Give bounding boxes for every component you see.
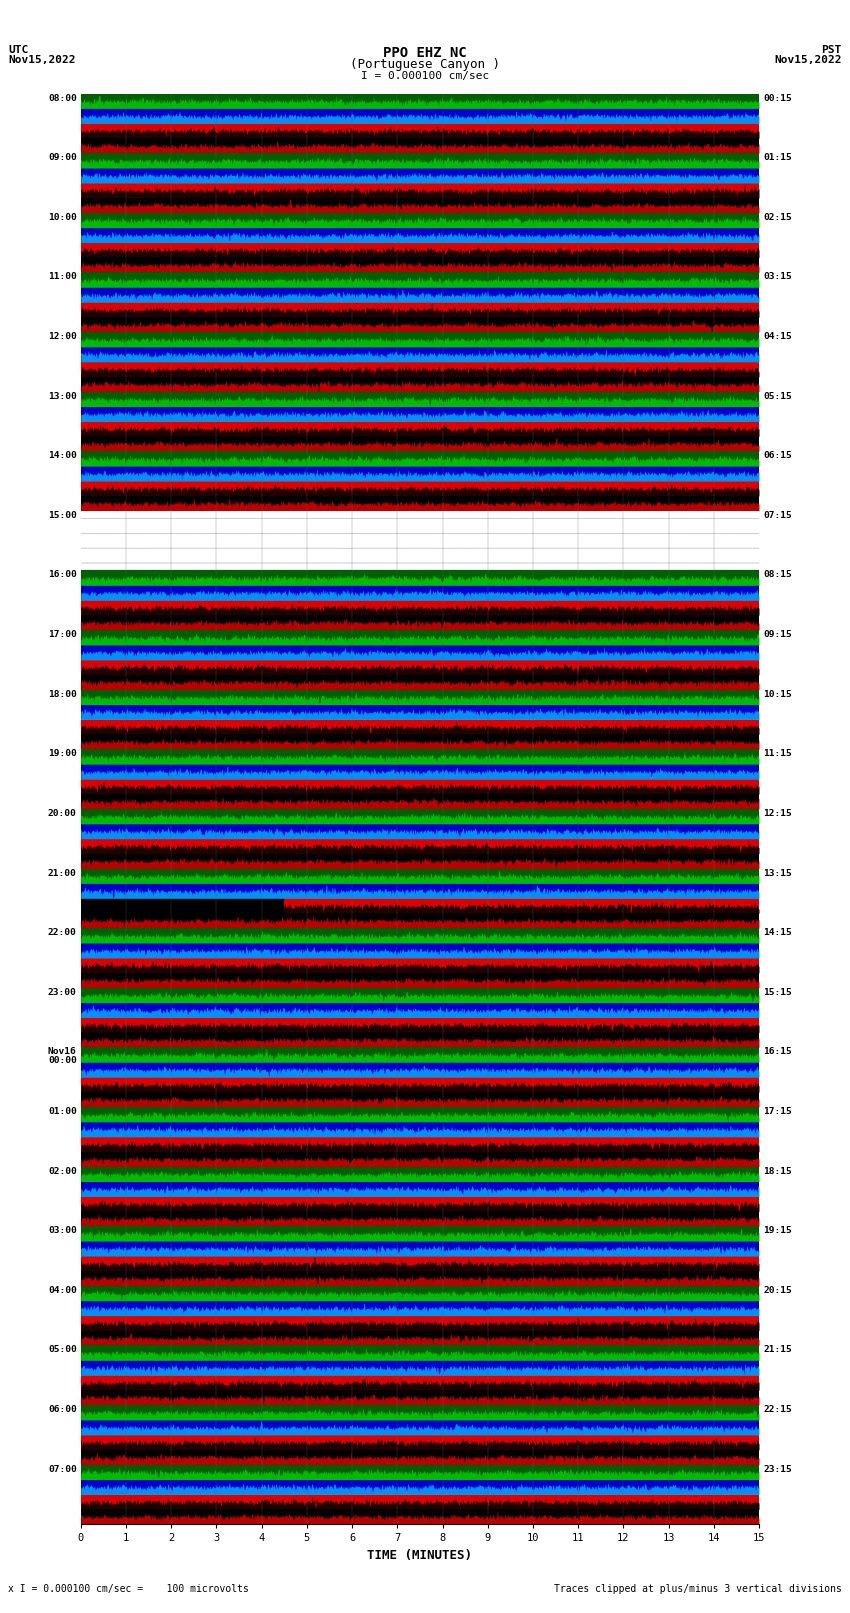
Text: 18:15: 18:15 [763,1166,792,1176]
Text: 14:15: 14:15 [763,927,792,937]
Text: 13:15: 13:15 [763,868,792,877]
Text: 19:15: 19:15 [763,1226,792,1236]
Text: 18:00: 18:00 [48,690,76,698]
Text: 05:00: 05:00 [48,1345,76,1355]
Text: 01:15: 01:15 [763,153,792,163]
Text: 12:15: 12:15 [763,810,792,818]
Text: 10:15: 10:15 [763,690,792,698]
Text: 22:00: 22:00 [48,927,76,937]
Text: 20:00: 20:00 [48,810,76,818]
Text: Traces clipped at plus/minus 3 vertical divisions: Traces clipped at plus/minus 3 vertical … [553,1584,842,1594]
Text: 02:00: 02:00 [48,1166,76,1176]
Text: I = 0.000100 cm/sec: I = 0.000100 cm/sec [361,71,489,82]
Text: 08:15: 08:15 [763,571,792,579]
Text: 07:00: 07:00 [48,1465,76,1474]
Text: x I = 0.000100 cm/sec =    100 microvolts: x I = 0.000100 cm/sec = 100 microvolts [8,1584,249,1594]
Text: 21:15: 21:15 [763,1345,792,1355]
Text: 04:15: 04:15 [763,332,792,340]
Text: 13:00: 13:00 [48,392,76,400]
Text: 17:15: 17:15 [763,1107,792,1116]
Text: 04:00: 04:00 [48,1286,76,1295]
Text: 07:15: 07:15 [763,511,792,519]
Text: PST: PST [821,45,842,55]
Text: Nov15,2022: Nov15,2022 [774,55,842,65]
Text: 19:00: 19:00 [48,750,76,758]
Text: 06:15: 06:15 [763,452,792,460]
Text: 03:15: 03:15 [763,273,792,281]
Text: 14:00: 14:00 [48,452,76,460]
Text: 01:00: 01:00 [48,1107,76,1116]
Text: (Portuguese Canyon ): (Portuguese Canyon ) [350,58,500,71]
Text: 21:00: 21:00 [48,868,76,877]
Text: UTC: UTC [8,45,29,55]
Text: 03:00: 03:00 [48,1226,76,1236]
Text: 11:00: 11:00 [48,273,76,281]
Text: 22:15: 22:15 [763,1405,792,1415]
Text: 08:00: 08:00 [48,94,76,103]
Text: 23:00: 23:00 [48,987,76,997]
Text: 09:15: 09:15 [763,631,792,639]
Text: 09:00: 09:00 [48,153,76,163]
Text: 05:15: 05:15 [763,392,792,400]
Text: 16:00: 16:00 [48,571,76,579]
Text: 02:15: 02:15 [763,213,792,221]
Text: PPO EHZ NC: PPO EHZ NC [383,47,467,60]
Text: 12:00: 12:00 [48,332,76,340]
Text: 23:15: 23:15 [763,1465,792,1474]
Text: 17:00: 17:00 [48,631,76,639]
Text: 00:15: 00:15 [763,94,792,103]
Text: Nov15,2022: Nov15,2022 [8,55,76,65]
Text: 11:15: 11:15 [763,750,792,758]
Text: 15:00: 15:00 [48,511,76,519]
Text: 16:15: 16:15 [763,1047,792,1057]
Text: Nov16
00:00: Nov16 00:00 [48,1047,76,1065]
X-axis label: TIME (MINUTES): TIME (MINUTES) [367,1548,473,1561]
Text: 10:00: 10:00 [48,213,76,221]
Text: 06:00: 06:00 [48,1405,76,1415]
Text: 15:15: 15:15 [763,987,792,997]
Text: 20:15: 20:15 [763,1286,792,1295]
